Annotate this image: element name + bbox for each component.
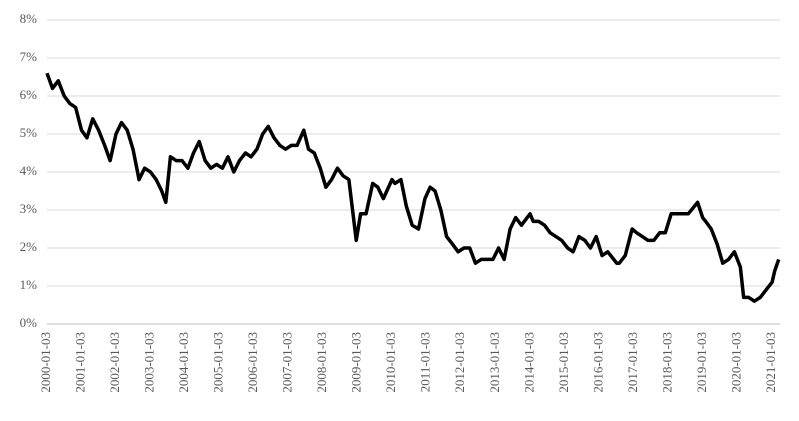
- y-tick-label: 3%: [20, 201, 38, 216]
- y-tick-label: 2%: [20, 239, 38, 254]
- x-tick-label: 2014-01-03: [521, 332, 536, 393]
- x-tick-label: 2010-01-03: [383, 332, 398, 393]
- x-tick-label: 2021-01-03: [763, 332, 778, 393]
- x-tick-label: 2011-01-03: [418, 332, 433, 392]
- x-tick-label: 2005-01-03: [211, 332, 226, 393]
- x-tick-label: 2002-01-03: [107, 332, 122, 393]
- y-tick-label: 5%: [20, 125, 38, 140]
- y-tick-label: 4%: [20, 163, 38, 178]
- x-tick-label: 2003-01-03: [142, 332, 157, 393]
- x-tick-label: 2017-01-03: [625, 332, 640, 393]
- y-tick-label: 1%: [20, 277, 38, 292]
- x-tick-label: 2007-01-03: [280, 332, 295, 393]
- x-tick-label: 2012-01-03: [452, 332, 467, 393]
- x-tick-label: 2015-01-03: [556, 332, 571, 393]
- x-tick-label: 2018-01-03: [659, 332, 674, 393]
- x-tick-label: 2019-01-03: [694, 332, 709, 393]
- x-tick-label: 2013-01-03: [487, 332, 502, 393]
- x-tick-label: 2008-01-03: [314, 332, 329, 393]
- data-line: [45, 72, 781, 303]
- x-tick-label: 2006-01-03: [245, 332, 260, 393]
- x-tick-label: 2004-01-03: [176, 332, 191, 393]
- y-tick-label: 6%: [20, 87, 38, 102]
- x-tick-label: 2020-01-03: [728, 332, 743, 393]
- x-tick-label: 2009-01-03: [349, 332, 364, 393]
- x-tick-label: 2016-01-03: [590, 332, 605, 393]
- x-tick-label: 2001-01-03: [73, 332, 88, 393]
- y-tick-label: 8%: [20, 11, 38, 26]
- x-tick-label: 2000-01-03: [38, 332, 53, 393]
- y-tick-label: 7%: [20, 49, 38, 64]
- y-tick-label: 0%: [20, 315, 38, 330]
